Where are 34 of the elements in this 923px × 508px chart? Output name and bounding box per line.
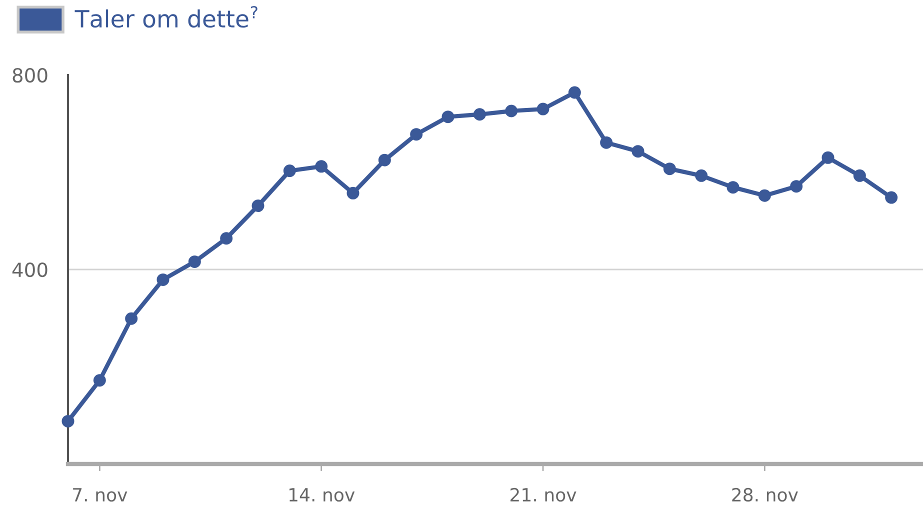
point bbox=[283, 164, 296, 178]
x-tick-label: 7. nov bbox=[73, 488, 128, 502]
point bbox=[156, 273, 170, 286]
point bbox=[536, 102, 550, 116]
point bbox=[315, 160, 328, 173]
point bbox=[568, 86, 581, 99]
point bbox=[125, 312, 138, 325]
point bbox=[758, 189, 771, 202]
point bbox=[378, 154, 391, 166]
point bbox=[252, 200, 264, 212]
point bbox=[726, 181, 740, 194]
legend-label: Taler om dette$^{?}$ bbox=[74, 6, 258, 28]
point bbox=[600, 136, 613, 149]
y-tick-label: 800 bbox=[12, 68, 48, 83]
y-tick-label: 400 bbox=[12, 262, 48, 278]
point bbox=[695, 169, 708, 182]
x-tick-label: 14. nov bbox=[290, 488, 355, 502]
x-tick-label: 28. nov bbox=[732, 488, 798, 502]
x-tick-label: 21. nov bbox=[510, 488, 576, 502]
point bbox=[346, 186, 360, 200]
point bbox=[188, 255, 201, 268]
point bbox=[505, 104, 518, 118]
point bbox=[410, 128, 423, 141]
point bbox=[822, 151, 834, 164]
point bbox=[473, 108, 486, 121]
point bbox=[93, 374, 106, 387]
point bbox=[663, 162, 676, 176]
point bbox=[442, 110, 454, 124]
point bbox=[885, 191, 898, 204]
point bbox=[790, 180, 803, 193]
point bbox=[632, 145, 644, 158]
point bbox=[62, 414, 74, 428]
point bbox=[853, 169, 866, 182]
point bbox=[220, 232, 233, 245]
